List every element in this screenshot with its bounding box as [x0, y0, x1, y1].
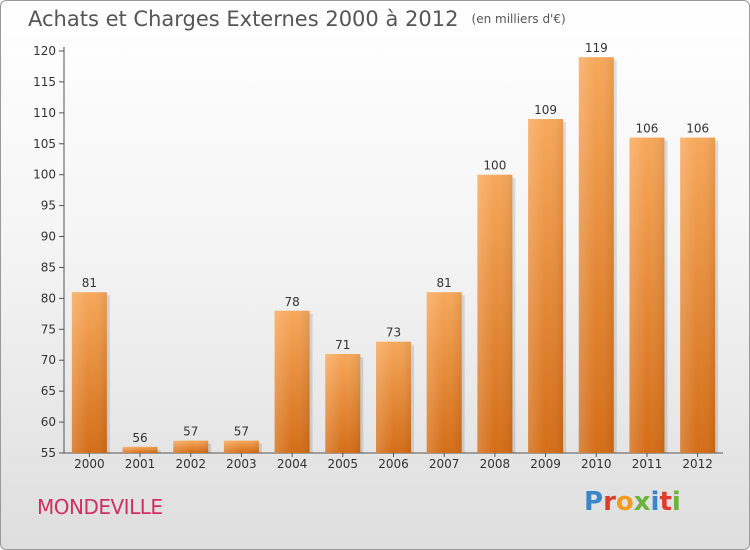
- bar-shine: [223, 440, 259, 453]
- y-tick-label: 105: [33, 137, 56, 151]
- data-label: 109: [534, 103, 557, 117]
- bar-shine: [680, 137, 716, 454]
- logo-letter: o: [615, 487, 634, 517]
- y-tick-label: 75: [41, 322, 56, 336]
- y-tick-label: 100: [33, 168, 56, 182]
- data-label: 106: [636, 122, 659, 136]
- y-tick-label: 55: [41, 446, 56, 460]
- data-label: 57: [234, 425, 249, 439]
- bar-shine: [477, 174, 513, 453]
- logo-letter: i: [650, 487, 660, 517]
- x-tick-label: 2008: [480, 457, 511, 471]
- bar-shine: [71, 292, 107, 453]
- x-tick-label: 2006: [378, 457, 409, 471]
- data-label: 73: [386, 326, 401, 340]
- chart-title-block: Achats et Charges Externes 2000 à 2012 (…: [28, 7, 566, 31]
- x-tick-label: 2009: [530, 457, 561, 471]
- y-tick-label: 110: [33, 106, 56, 120]
- y-tick-label: 120: [33, 44, 56, 58]
- bars: [71, 57, 719, 454]
- y-tick-label: 115: [33, 75, 56, 89]
- data-label: 106: [686, 122, 709, 136]
- y-tick-label: 85: [41, 260, 56, 274]
- x-tick-label: 2005: [328, 457, 359, 471]
- data-label: 119: [585, 41, 608, 55]
- town-name: MONDEVILLE: [37, 495, 163, 519]
- x-tick-label: 2002: [175, 457, 206, 471]
- x-tick-label: 2000: [74, 457, 105, 471]
- data-label: 81: [437, 276, 452, 290]
- logo-letter: P: [584, 487, 604, 517]
- y-tick-label: 95: [41, 199, 56, 213]
- logo-letter: x: [633, 487, 651, 517]
- axes: 55 60 65 70 75 80 85 90 95 100 105 110 115 120 2000 200…: [33, 44, 723, 471]
- logo-letter: i: [671, 487, 681, 517]
- y-tick-label: 65: [41, 384, 56, 398]
- bar-shine: [376, 341, 411, 453]
- data-label: 57: [183, 425, 198, 439]
- chart-title: Achats et Charges Externes 2000 à 2012: [28, 7, 459, 31]
- bar-shine: [578, 57, 614, 453]
- y-tick-label: 90: [41, 230, 56, 244]
- bar-shine: [325, 354, 361, 453]
- y-tick-label: 70: [41, 353, 56, 367]
- data-label: 81: [82, 276, 97, 290]
- data-label: 56: [132, 431, 147, 445]
- x-tick-label: 2010: [581, 457, 612, 471]
- bar-shine: [173, 440, 209, 453]
- y-tick-label: 80: [41, 291, 56, 305]
- data-label: 100: [483, 159, 506, 173]
- x-tick-label: 2003: [226, 457, 257, 471]
- data-labels: 81 56 57 57 78 71 73 81 100 109 119 106 106: [82, 41, 709, 445]
- logo-letter: r: [603, 487, 616, 517]
- data-label: 78: [284, 295, 299, 309]
- bar-shine: [426, 292, 462, 453]
- bar-shine: [528, 119, 564, 454]
- x-tick-label: 2012: [682, 457, 713, 471]
- chart-subtitle: (en milliers d'€): [471, 12, 566, 26]
- bar-shine: [122, 446, 158, 453]
- bar-shine: [274, 310, 310, 453]
- logo-letter: t: [659, 487, 672, 517]
- bar-shine: [629, 137, 665, 454]
- proxiti-logo[interactable]: Proxiti: [584, 487, 681, 517]
- x-tick-label: 2011: [632, 457, 663, 471]
- data-label: 71: [335, 338, 350, 352]
- y-tick-label: 60: [41, 415, 56, 429]
- x-tick-label: 2001: [125, 457, 156, 471]
- x-tick-label: 2004: [277, 457, 308, 471]
- x-tick-label: 2007: [429, 457, 460, 471]
